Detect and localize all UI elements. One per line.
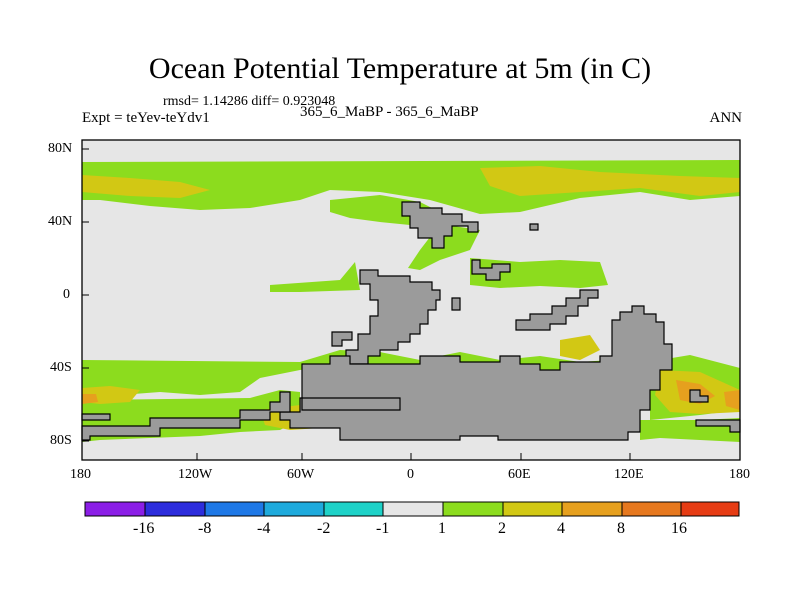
land-small-west [331,331,353,347]
colorbar-box-8 [502,501,563,517]
colorbar-box-11 [680,501,740,517]
colorbar-label-8: 8 [617,520,625,537]
land-southeast-island [689,389,709,403]
land-equatorial-east [515,289,599,331]
band-yellow-north-east [480,166,740,196]
colorbar-box-3 [204,501,265,517]
band-west-equatorial [270,262,360,292]
x-tick-label-180w: 180 [70,467,91,482]
colorbar-box-10 [621,501,682,517]
colorbar-box-5 [323,501,384,517]
land-small-atlantic [451,297,461,311]
land-southern-block [279,305,673,441]
colorbar-label-m2: -2 [317,520,331,537]
land-africa-america [339,269,441,373]
stats-text: rmsd= 1.14286 diff= 0.923048 [163,94,336,109]
chart-title: Ocean Potential Temperature at 5m (in C) [148,52,652,85]
band-yellow-indian [560,335,600,360]
colorbar-label-m8: -8 [198,520,212,537]
band-orange-south-west [82,394,98,404]
y-tick-label-40s: 40S [50,360,72,375]
y-tick-label-80n: 80N [48,141,73,156]
x-tick-label-0: 0 [407,467,414,482]
colorbar-box-9 [561,501,623,517]
x-tick-label-180e: 180 [729,467,750,482]
colorbar-label-m16: -16 [133,520,155,537]
band-orange-far-east [724,390,740,410]
x-tick-label-120e: 120E [614,467,644,482]
y-tick-label-0: 0 [63,287,70,302]
colorbar-box-2 [144,501,206,517]
colorbar-label-m4: -4 [257,520,271,537]
colorbar-box-4 [263,501,325,517]
colorbar-label-1: 1 [438,520,446,537]
band-yellow-north-west [82,175,210,198]
land-europe-asia [401,201,479,249]
axis-ticks [81,148,741,460]
land-southern-strip [81,391,291,441]
land-asia-east [471,259,511,281]
season-label: ANN [709,110,743,126]
y-tick-label-80s: 80S [50,433,72,448]
y-tick-label-40n: 40N [48,214,73,229]
land-masses [81,201,741,441]
land-small-north [529,223,539,231]
land-far-south-west [81,413,111,421]
colorbar-box-6 [382,501,444,517]
colorbar-box-1 [84,501,146,517]
x-tick-label-120w: 120W [178,467,213,482]
experiment-label: Expt = teYev-teYdv1 [82,110,210,126]
colorbar-label-2: 2 [498,520,506,537]
case-label: 365_6_MaBP - 365_6_MaBP [300,104,479,120]
x-tick-label-60w: 60W [287,467,315,482]
colorbar-label-m1: -1 [376,520,390,537]
colorbar-label-16: 16 [671,520,687,537]
colorbar [84,501,740,517]
x-tick-label-60e: 60E [508,467,531,482]
colorbar-box-7 [442,501,504,517]
colorbar-label-4: 4 [557,520,565,537]
